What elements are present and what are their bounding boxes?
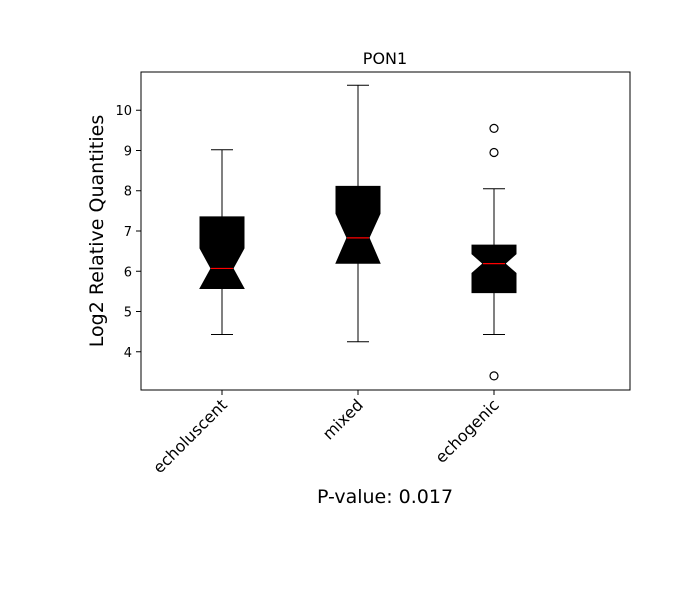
y-axis-label: Log2 Relative Quantities xyxy=(86,115,108,347)
y-axis-ticks: 4 5 6 7 8 9 10 xyxy=(115,104,141,361)
outlier-point xyxy=(489,371,499,381)
x-axis-ticks: echoluscent mixed echogenic xyxy=(149,390,503,477)
notched-box xyxy=(335,185,381,264)
notched-box xyxy=(471,244,517,294)
y-tick-label: 4 xyxy=(124,346,132,361)
y-tick-label: 9 xyxy=(124,144,132,159)
x-tick-label: mixed xyxy=(319,395,367,443)
outlier-point xyxy=(489,123,499,133)
y-tick-label: 7 xyxy=(124,225,132,240)
box-echogenic xyxy=(471,123,517,381)
box-echoluscent xyxy=(199,149,245,335)
y-tick-label: 10 xyxy=(115,104,132,119)
x-axis-label: P-value: 0.017 xyxy=(317,486,453,508)
x-tick-label: echogenic xyxy=(431,395,502,466)
y-tick-label: 5 xyxy=(124,306,132,321)
outlier-point xyxy=(489,147,499,158)
box-series xyxy=(199,84,517,381)
y-tick-label: 6 xyxy=(124,265,132,280)
box-mixed xyxy=(335,84,381,343)
y-tick-label: 8 xyxy=(124,185,132,200)
x-tick-label: echoluscent xyxy=(149,395,231,477)
chart-title: PON1 xyxy=(363,49,407,68)
notched-box xyxy=(199,216,245,290)
